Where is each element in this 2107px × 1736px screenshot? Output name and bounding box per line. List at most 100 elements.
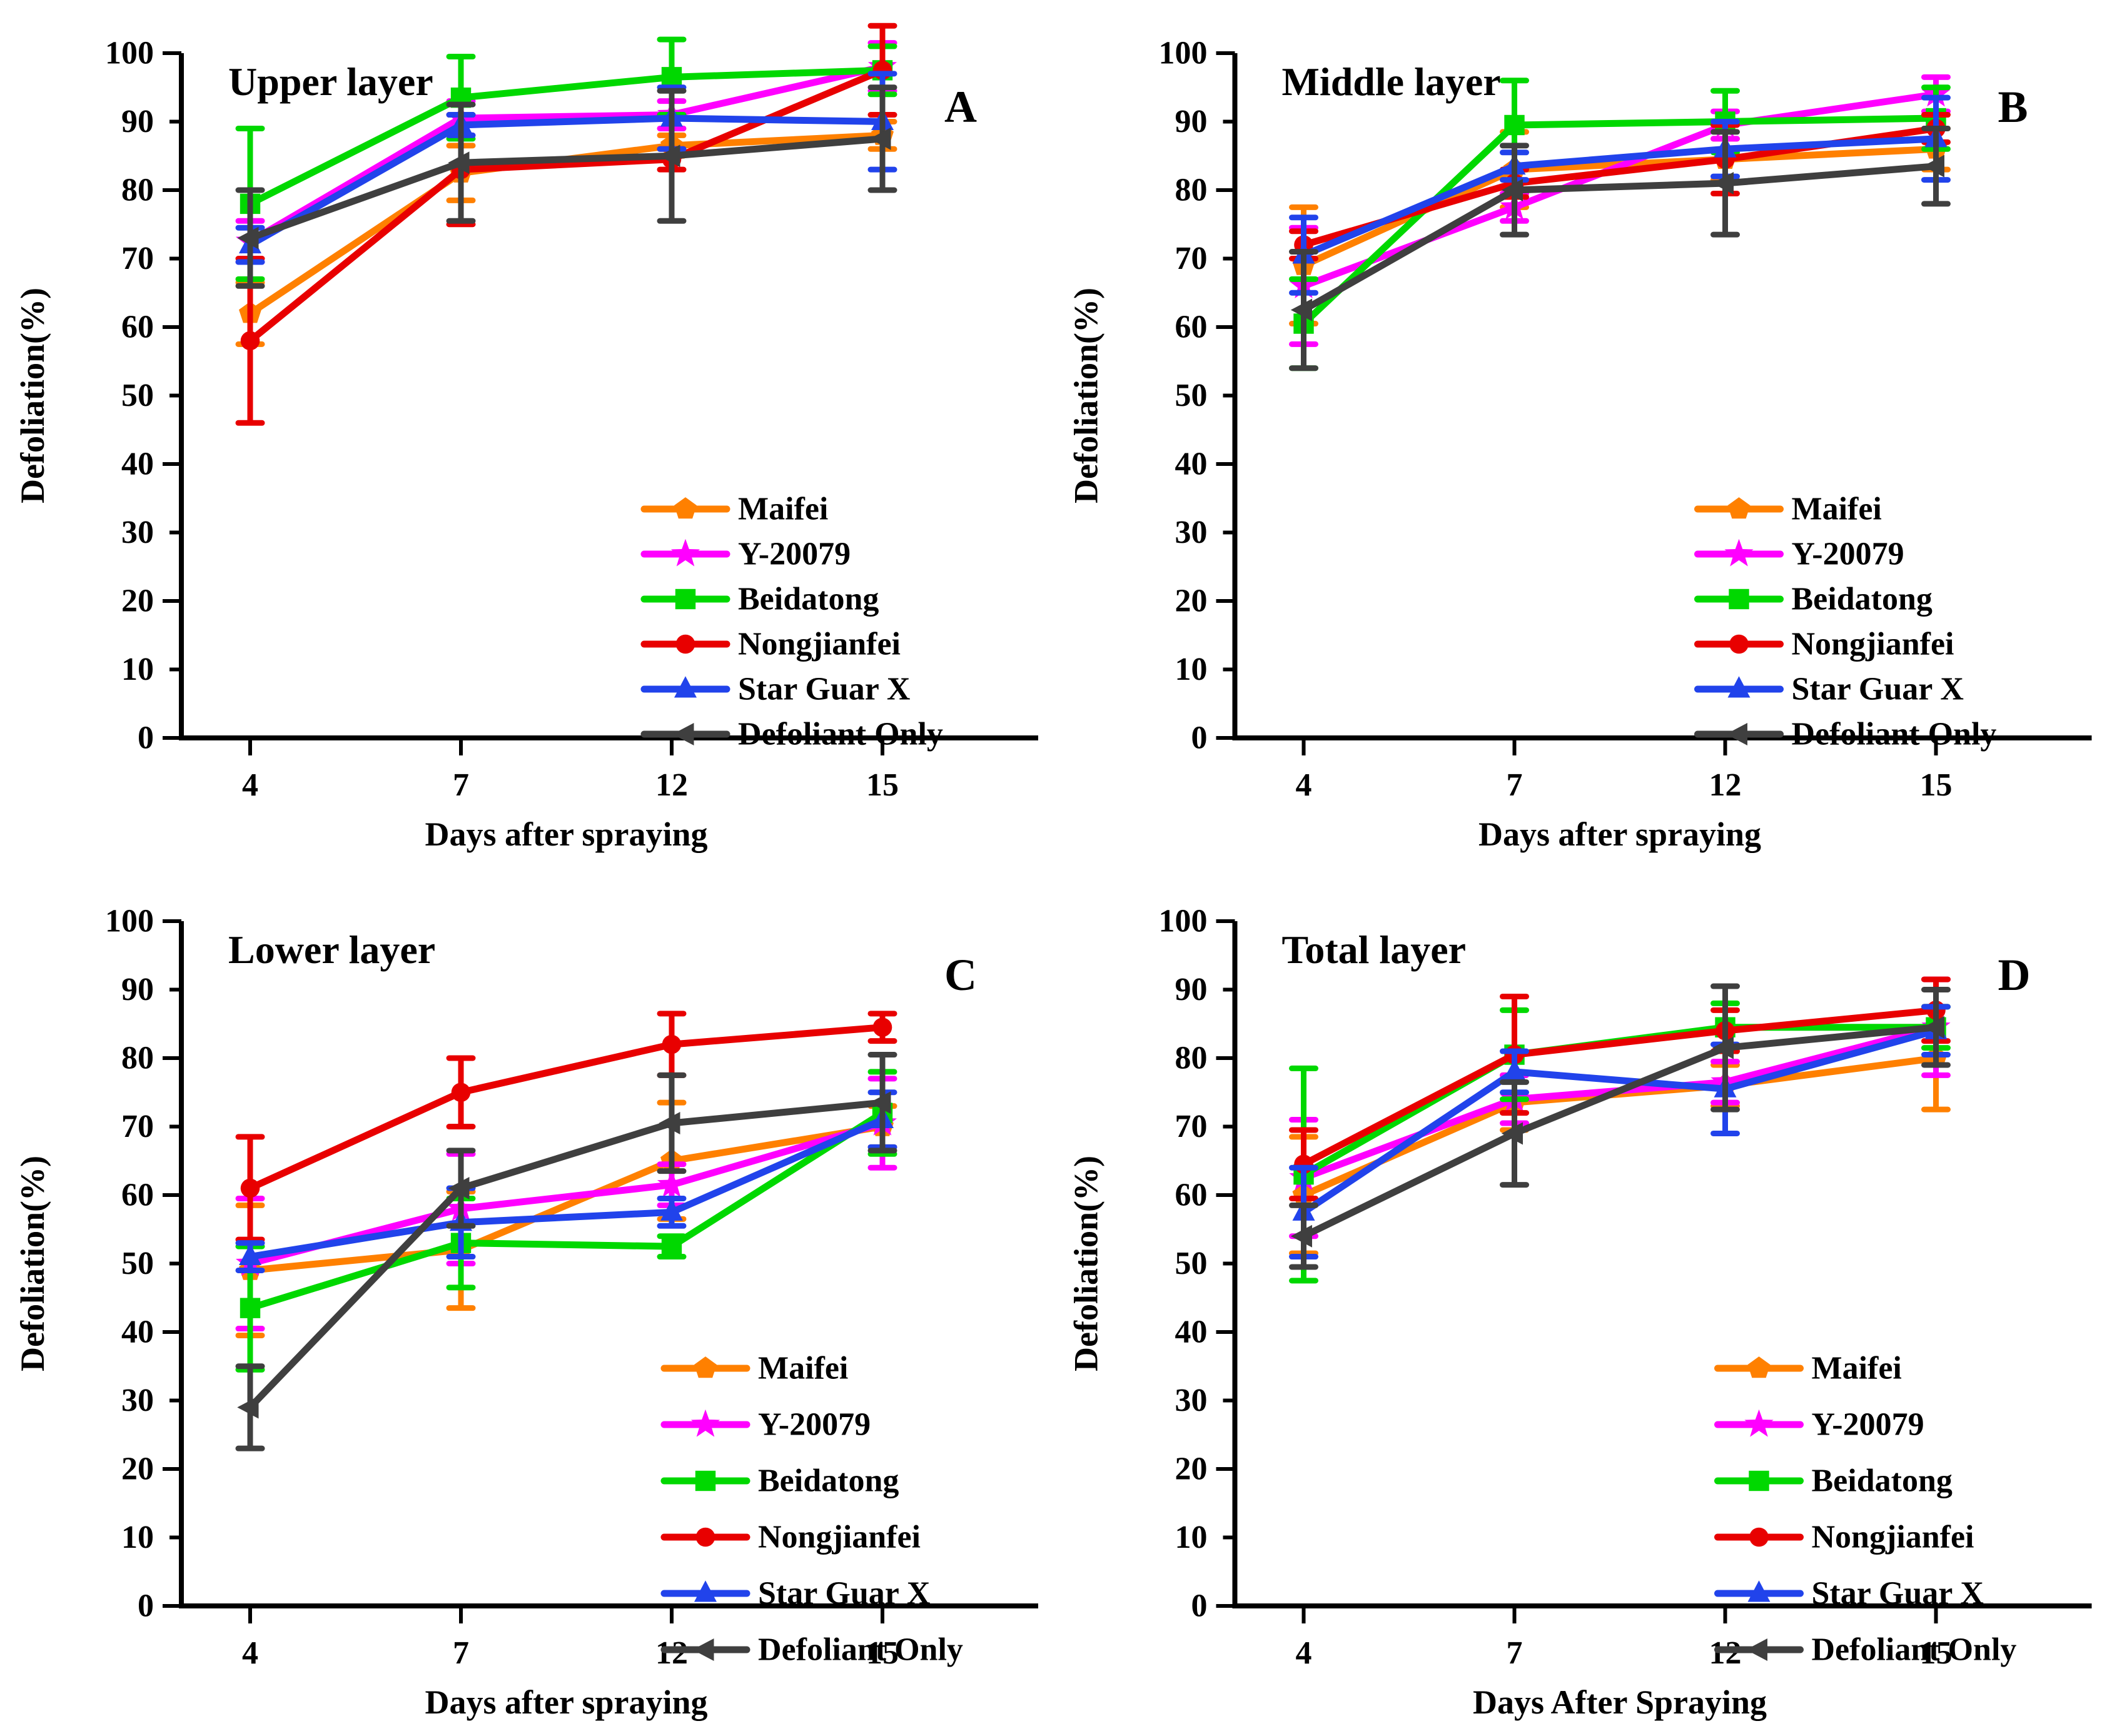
- legend-marker: [1724, 538, 1754, 567]
- legend-marker: [695, 1527, 715, 1547]
- x-tick-label: 12: [1709, 767, 1742, 803]
- y-tick-label: 10: [121, 1520, 154, 1555]
- data-point-marker: [240, 1298, 261, 1318]
- legend-item: Defoliant Only: [640, 717, 943, 752]
- series-defoliant-only: [1289, 125, 1951, 371]
- panel-letter: C: [944, 950, 977, 1000]
- legend-label: Star Guar X: [738, 672, 910, 707]
- y-tick-label: 80: [121, 1041, 154, 1076]
- x-axis-label: Days after spraying: [425, 1683, 708, 1721]
- legend-marker: [672, 723, 694, 745]
- series-line: [246, 1024, 886, 1192]
- y-tick-label: 10: [1175, 1520, 1208, 1555]
- panel-a-svg: 0 10 20 30 40 50 60 70 80 90 100 4 7 12 15 Upper layer A…: [14, 23, 1038, 853]
- legend-label: Beidatong: [738, 582, 879, 617]
- legend-marker: [1747, 1580, 1771, 1602]
- x-tick-label: 7: [453, 767, 469, 803]
- data-point-marker: [1712, 1036, 1734, 1059]
- legend-marker: [692, 1638, 714, 1661]
- data-point-marker: [869, 127, 891, 150]
- data-point-marker: [660, 1199, 683, 1221]
- y-tick-label: 30: [1175, 1383, 1208, 1418]
- legend-marker: [1749, 1470, 1769, 1491]
- legend-item: Star Guar X: [1694, 672, 1964, 707]
- legend-marker: [1726, 723, 1747, 745]
- chart-panel-a: 0 10 20 30 40 50 60 70 80 90 100 4 7 12 15 Upper layer A…: [0, 0, 1053, 868]
- legend-item: Nongjianfei: [640, 627, 901, 662]
- y-tick-label: 60: [121, 1178, 154, 1213]
- plot-area-A: 0 10 20 30 40 50 60 70 80 90 100 4 7 12 15 Upper layer A…: [14, 23, 1038, 853]
- y-tick-label: 90: [121, 104, 154, 139]
- legend-item: Maifei: [1694, 492, 1882, 527]
- data-point-marker: [448, 151, 470, 174]
- data-point-marker: [237, 226, 259, 250]
- legend-label: Nongjianfei: [758, 1520, 921, 1555]
- panel-letter: D: [1998, 950, 2031, 1000]
- series-defoliant-only: [1289, 983, 1951, 1270]
- legend-label: Nongjianfei: [738, 627, 901, 662]
- legend-marker: [1729, 634, 1749, 654]
- legend-item: Nongjianfei: [660, 1520, 921, 1555]
- y-tick-label: 100: [105, 36, 154, 71]
- data-point-marker: [240, 1178, 260, 1198]
- legend-item: Maifei: [640, 492, 828, 527]
- legend-marker: [1727, 676, 1751, 698]
- panel-letter: B: [1998, 82, 2028, 132]
- legend-item: Maifei: [1714, 1351, 1902, 1386]
- chart-panel-d: 0102030405060708090100471215Total layerD…: [1053, 868, 2107, 1736]
- y-tick-label: 80: [1175, 173, 1208, 208]
- series-line: [1300, 1006, 1939, 1168]
- y-tick-label: 20: [121, 583, 154, 619]
- legend-marker: [1729, 588, 1749, 610]
- data-point-marker: [659, 1112, 680, 1135]
- data-point-marker: [237, 1396, 259, 1419]
- data-point-marker: [869, 1091, 891, 1114]
- panel-d-svg: 0102030405060708090100471215Total layerD…: [1068, 904, 2092, 1721]
- y-tick-label: 30: [121, 515, 154, 550]
- legend-label: Defoliant Only: [1812, 1632, 2017, 1668]
- y-tick-label: 40: [1175, 1315, 1208, 1350]
- legend-label: Y-20079: [1792, 537, 1904, 572]
- x-tick-label: 15: [1920, 1635, 1953, 1671]
- panel-title: Upper layer: [228, 59, 433, 104]
- legend-label: Star Guar X: [1812, 1576, 1984, 1612]
- legend-item: Beidatong: [660, 1463, 899, 1499]
- chart-panel-c: 0102030405060708090100471215Lower layerC…: [0, 868, 1053, 1736]
- panel-letter: A: [944, 82, 977, 132]
- y-tick-label: 50: [121, 1246, 154, 1281]
- y-tick-label: 20: [121, 1451, 154, 1487]
- series-line: [1300, 1027, 1939, 1216]
- y-tick-label: 60: [1175, 310, 1208, 345]
- y-tick-label: 70: [121, 1109, 154, 1144]
- data-point-marker: [1503, 1059, 1526, 1081]
- data-point-marker: [448, 1177, 470, 1200]
- series-line: [246, 63, 886, 245]
- data-point-marker: [1290, 1224, 1312, 1248]
- legend-marker: [674, 676, 697, 698]
- panel-title: Middle layer: [1282, 59, 1501, 104]
- y-tick-label: 50: [1175, 1246, 1208, 1281]
- series-line: [246, 1109, 886, 1312]
- legend-item: Y-20079: [660, 1407, 871, 1443]
- legend-marker: [674, 497, 697, 519]
- legend-item: Beidatong: [1714, 1463, 1953, 1499]
- data-point-marker: [1504, 114, 1525, 136]
- data-point-marker: [239, 1243, 261, 1266]
- legend-marker: [675, 634, 695, 654]
- legend-label: Maifei: [1812, 1351, 1902, 1386]
- y-tick-label: 40: [121, 1315, 154, 1350]
- x-axis-label: Days After Spraying: [1473, 1683, 1767, 1721]
- y-tick-label: 0: [138, 720, 154, 756]
- legend-label: Defoliant Only: [738, 717, 943, 752]
- series-line: [246, 1116, 886, 1261]
- legend-label: Y-20079: [738, 537, 851, 572]
- x-axis-label: Days after spraying: [425, 815, 708, 853]
- legend-item: Y-20079: [1694, 537, 1904, 572]
- legend-item: Nongjianfei: [1714, 1520, 1974, 1555]
- legend-item: Nongjianfei: [1694, 627, 1954, 662]
- legend-marker: [695, 1470, 716, 1491]
- legend-item: Y-20079: [1714, 1407, 1924, 1443]
- series-line: [1300, 1024, 1939, 1240]
- data-point-marker: [1712, 172, 1734, 195]
